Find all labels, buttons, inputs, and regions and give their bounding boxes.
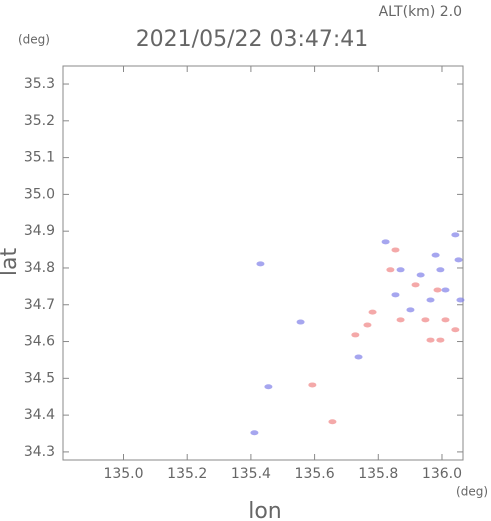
echo-point: [351, 332, 360, 338]
x-tick-label: 136.0: [422, 466, 462, 482]
x-tick-label: 135.0: [103, 466, 143, 482]
subtitle: ALT(km) 2.0: [379, 4, 462, 20]
echo-point: [296, 319, 305, 325]
y-tick-label: 34.9: [24, 223, 55, 239]
y-tick-label: 34.6: [24, 334, 55, 350]
echo-point: [436, 267, 445, 273]
echo-point: [386, 267, 395, 273]
y-tick-label: 34.5: [24, 370, 55, 386]
echo-point: [368, 309, 377, 315]
x-unit: (deg): [456, 485, 488, 499]
echo-point: [411, 282, 420, 288]
y-tick-label: 34.7: [24, 297, 55, 313]
y-tick-label: 35.2: [24, 113, 55, 129]
echo-point: [436, 337, 445, 343]
echo-point: [433, 287, 442, 293]
echo-point: [456, 297, 465, 303]
x-tick-label: 135.6: [295, 466, 335, 482]
x-label: lon: [248, 499, 282, 521]
echo-point: [354, 354, 363, 360]
echo-point: [363, 322, 372, 328]
echo-point: [441, 287, 450, 293]
echo-point: [406, 307, 415, 313]
echo-point: [391, 247, 400, 253]
y-tick-label: 34.8: [24, 260, 55, 276]
echo-point: [451, 327, 460, 333]
x-tick-label: 135.8: [358, 466, 398, 482]
echo-point: [454, 257, 463, 263]
echo-point: [308, 382, 317, 388]
y-tick-label: 34.4: [24, 407, 55, 423]
echo-point: [421, 317, 430, 323]
echo-point: [391, 292, 400, 298]
echo-point: [431, 252, 440, 258]
x-tick-label: 135.2: [167, 466, 207, 482]
echo-point: [396, 267, 405, 273]
y-label: lat: [0, 248, 22, 277]
echo-point: [441, 317, 450, 323]
chart-title: 2021/05/22 03:47:41: [136, 27, 369, 52]
y-tick-label: 35.1: [24, 150, 55, 166]
echo-point: [264, 384, 273, 390]
echo-point: [451, 232, 460, 238]
echo-point: [256, 261, 265, 267]
echo-point: [426, 337, 435, 343]
y-tick-label: 35.3: [24, 76, 55, 92]
echo-point: [250, 430, 259, 436]
plot-frame: [62, 65, 464, 461]
y-unit: (deg): [18, 33, 50, 47]
echo-point: [426, 297, 435, 303]
y-tick-label: 35.0: [24, 186, 55, 202]
echo-point: [328, 419, 337, 425]
echo-point: [416, 272, 425, 278]
echo-point: [396, 317, 405, 323]
echo-point: [381, 239, 390, 245]
x-tick-label: 135.4: [231, 466, 271, 482]
y-tick-label: 34.3: [24, 444, 55, 460]
